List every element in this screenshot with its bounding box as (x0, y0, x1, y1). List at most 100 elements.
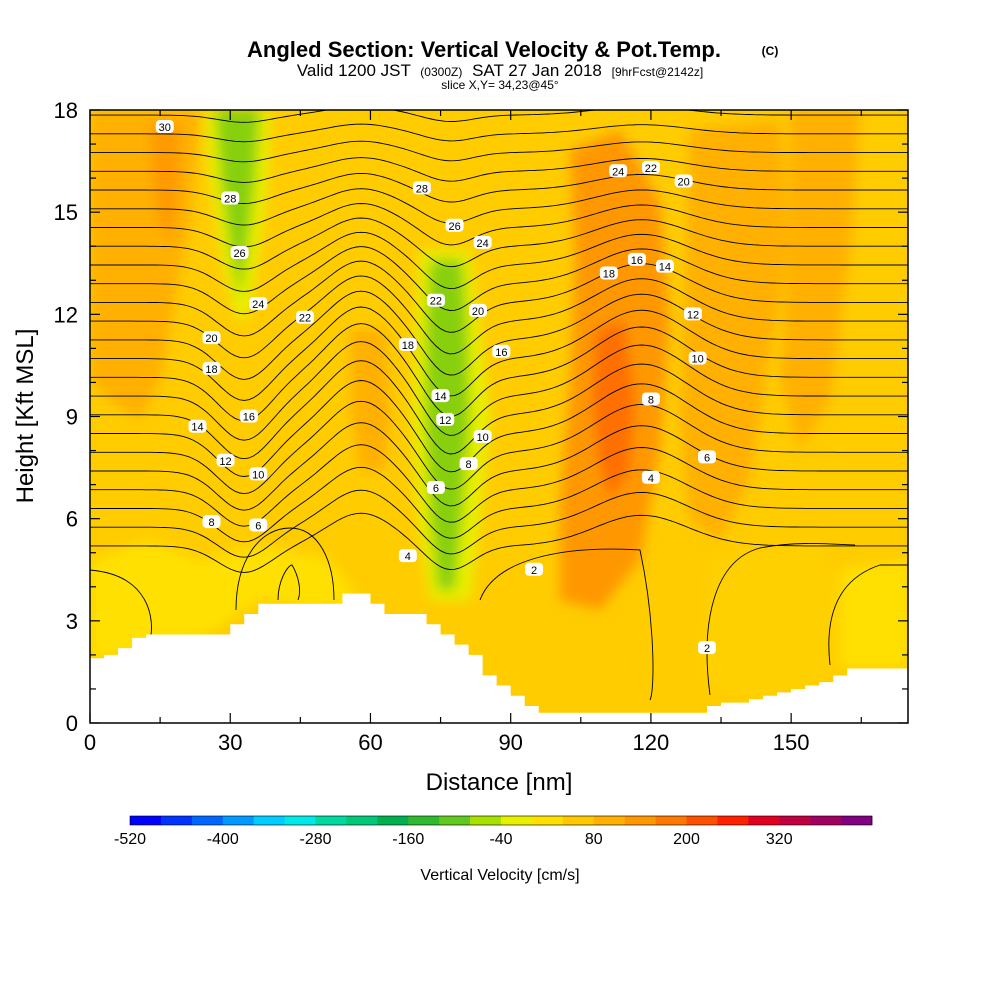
contour-label-box (599, 266, 618, 280)
contour-label: 6 (249, 518, 268, 532)
contour-label-box (473, 235, 492, 249)
colorbar-tick-label: 80 (585, 831, 603, 848)
contour-label-text: 14 (659, 262, 671, 274)
contour-label-box (239, 409, 258, 423)
contour-label: 14 (431, 389, 450, 403)
colorbar-swatch (624, 816, 656, 825)
contour-label-box (492, 344, 511, 358)
updraft-core (592, 320, 635, 500)
colorbar-frame (129, 815, 873, 826)
contour-label-box (641, 470, 660, 484)
contour-label: 12 (683, 307, 702, 321)
x-tick-label: 60 (358, 730, 382, 755)
closed-contour (828, 564, 908, 666)
contour-label: 24 (609, 164, 628, 178)
slice-text: slice X,Y= 34,23@45° (441, 78, 559, 92)
contour-label-text: 18 (205, 364, 217, 376)
contour-label-box (674, 174, 693, 188)
colorbar-swatch (253, 816, 285, 825)
contour-label-text: 12 (439, 415, 451, 427)
pot-temp-contour (90, 400, 908, 495)
contour-label-box (525, 562, 544, 576)
contour-label-text: 16 (495, 347, 507, 359)
contour-label-text: 24 (252, 299, 264, 311)
contour-label: 22 (296, 310, 315, 325)
contour-label-text: 6 (433, 483, 439, 495)
contour-label-box (468, 303, 487, 317)
contour-label-text: 20 (205, 333, 217, 345)
contour-label: 8 (202, 515, 221, 529)
contour-label-text: 4 (648, 473, 654, 485)
contour-label: 24 (249, 297, 268, 311)
x-tick-label: 30 (218, 730, 242, 755)
contour-label: 14 (655, 259, 674, 274)
contour-label-box (398, 549, 417, 563)
closed-contour (90, 569, 152, 641)
contour-label-text: 14 (191, 422, 203, 434)
valid-time-line: Valid 1200 JST (0300Z) SAT 27 Jan 2018 [… (297, 61, 703, 80)
y-tick-label: 6 (66, 507, 78, 532)
colorbar-swatch (748, 816, 780, 825)
x-tick-label: 120 (633, 730, 670, 755)
updraft-region (90, 540, 360, 660)
contour-label-box (431, 389, 450, 403)
contour-label-box (249, 518, 268, 532)
contour-label: 14 (188, 419, 207, 434)
contour-label-text: 10 (252, 469, 264, 481)
colorbar-swatch (686, 816, 718, 825)
colorbar-swatch (130, 816, 162, 825)
updraft-region (780, 110, 860, 450)
valid-date: SAT 27 Jan 2018 (472, 61, 602, 80)
x-axis-label: Distance [nm] (426, 769, 573, 796)
contour-label-text: 8 (208, 517, 214, 529)
colorbar-tick-label: -160 (392, 831, 424, 848)
colorbar-ticks: -520 -400 -280 -160 -40 80 200 320 (114, 831, 793, 848)
colorbar-swatch (191, 816, 224, 825)
colorbar-tick-label: 200 (673, 831, 700, 848)
pot-temp-contour (90, 323, 908, 422)
pot-temp-contour (90, 231, 908, 292)
contour-label: 4 (398, 549, 417, 563)
pot-temp-contour (90, 341, 908, 441)
x-tick-label: 150 (773, 730, 810, 755)
pot-temp-contour (90, 217, 908, 270)
contour-label: 12 (436, 412, 455, 427)
pot-temp-contour (90, 466, 908, 543)
contour-label: 6 (698, 450, 717, 464)
colorbar-swatch (284, 816, 316, 825)
contour-label-box (459, 457, 478, 471)
colorbar-swatch (531, 816, 564, 825)
colorbar-swatch (562, 816, 595, 825)
colorbar-tick-label: -40 (489, 831, 512, 848)
contour-label-text: 22 (430, 296, 442, 308)
contour-label-box (202, 515, 221, 529)
contour-label-text: 26 (233, 248, 245, 260)
downdraft-core (215, 110, 260, 300)
y-tick-label: 18 (54, 98, 78, 123)
contour-label-text: 26 (448, 221, 460, 233)
contour-label-text: 8 (466, 459, 472, 471)
closed-contours (90, 527, 908, 701)
colorbar-tick-label: -520 (114, 831, 146, 848)
contour-label-box (426, 293, 445, 307)
updraft-region (840, 560, 908, 668)
contour-label: 16 (492, 344, 511, 359)
contour-label-box (249, 467, 268, 481)
contour-label-box (249, 297, 268, 311)
colorbar-swatch (593, 816, 625, 825)
contour-label: 18 (599, 266, 618, 280)
contour-label-text: 24 (612, 166, 624, 178)
contour-label-box (221, 191, 240, 205)
pot-temp-contour (90, 512, 908, 573)
contour-label-box (398, 337, 417, 351)
contour-label-box (688, 351, 707, 365)
closed-contour (706, 543, 856, 696)
contour-label-text: 2 (531, 565, 537, 577)
contour-label: 16 (627, 252, 646, 267)
contour-label-box (683, 307, 702, 321)
contour-label: 6 (426, 481, 445, 495)
contour-label: 18 (202, 361, 221, 376)
contour-label-text: 12 (687, 309, 699, 321)
colorbar-swatch (315, 816, 347, 825)
